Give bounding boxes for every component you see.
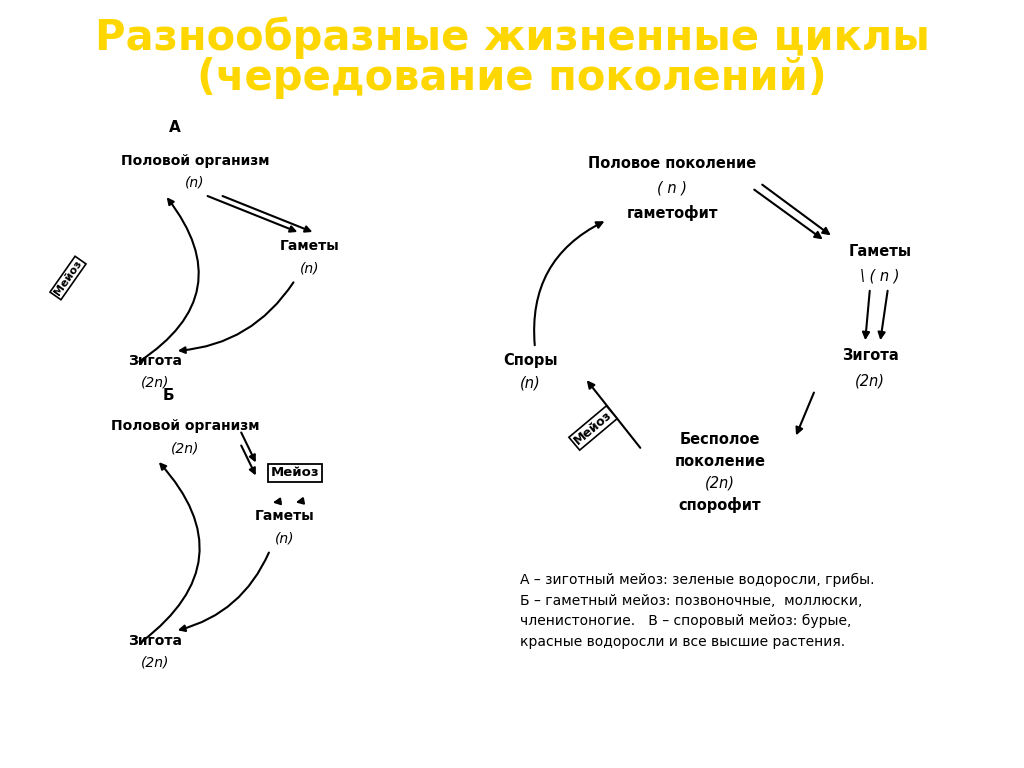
Text: Гаметы: Гаметы	[281, 239, 340, 253]
Text: \ ( n ): \ ( n )	[860, 269, 900, 283]
Text: (n): (n)	[185, 176, 205, 190]
Text: Мейоз: Мейоз	[571, 409, 614, 448]
Text: (2n): (2n)	[171, 441, 200, 455]
Text: Гаметы: Гаметы	[255, 509, 314, 523]
Text: (чередование поколений): (чередование поколений)	[198, 57, 826, 99]
Text: Половой организм: Половой организм	[111, 419, 259, 433]
Text: А: А	[169, 121, 181, 135]
Text: Мейоз: Мейоз	[270, 466, 319, 479]
Text: Б: Б	[162, 389, 174, 403]
Text: Зигота: Зигота	[842, 349, 898, 363]
Text: Половой организм: Половой организм	[121, 154, 269, 168]
Text: Бесполое: Бесполое	[680, 432, 760, 448]
Text: (n): (n)	[300, 261, 319, 275]
Text: А – зиготный мейоз: зеленые водоросли, грибы.
Б – гаметный мейоз: позвоночные,  : А – зиготный мейоз: зеленые водоросли, г…	[520, 573, 874, 649]
Text: Зигота: Зигота	[128, 354, 182, 368]
Text: Гаметы: Гаметы	[849, 243, 911, 259]
Text: (2n): (2n)	[855, 373, 885, 389]
Text: ( n ): ( n )	[657, 180, 687, 196]
Text: поколение: поколение	[675, 453, 766, 468]
Text: Половое поколение: Половое поколение	[588, 155, 756, 170]
Text: (2n): (2n)	[141, 656, 169, 670]
Text: (2n): (2n)	[141, 376, 169, 390]
Text: спорофит: спорофит	[679, 497, 761, 513]
Text: (n): (n)	[275, 531, 295, 545]
Text: Зигота: Зигота	[128, 634, 182, 648]
Text: (2n): (2n)	[705, 475, 735, 491]
Text: гаметофит: гаметофит	[627, 205, 718, 221]
Text: Споры: Споры	[503, 353, 557, 369]
Text: Мейоз: Мейоз	[52, 259, 84, 297]
Text: (n): (n)	[519, 376, 541, 390]
Text: Разнообразные жизненные циклы: Разнообразные жизненные циклы	[94, 17, 930, 59]
